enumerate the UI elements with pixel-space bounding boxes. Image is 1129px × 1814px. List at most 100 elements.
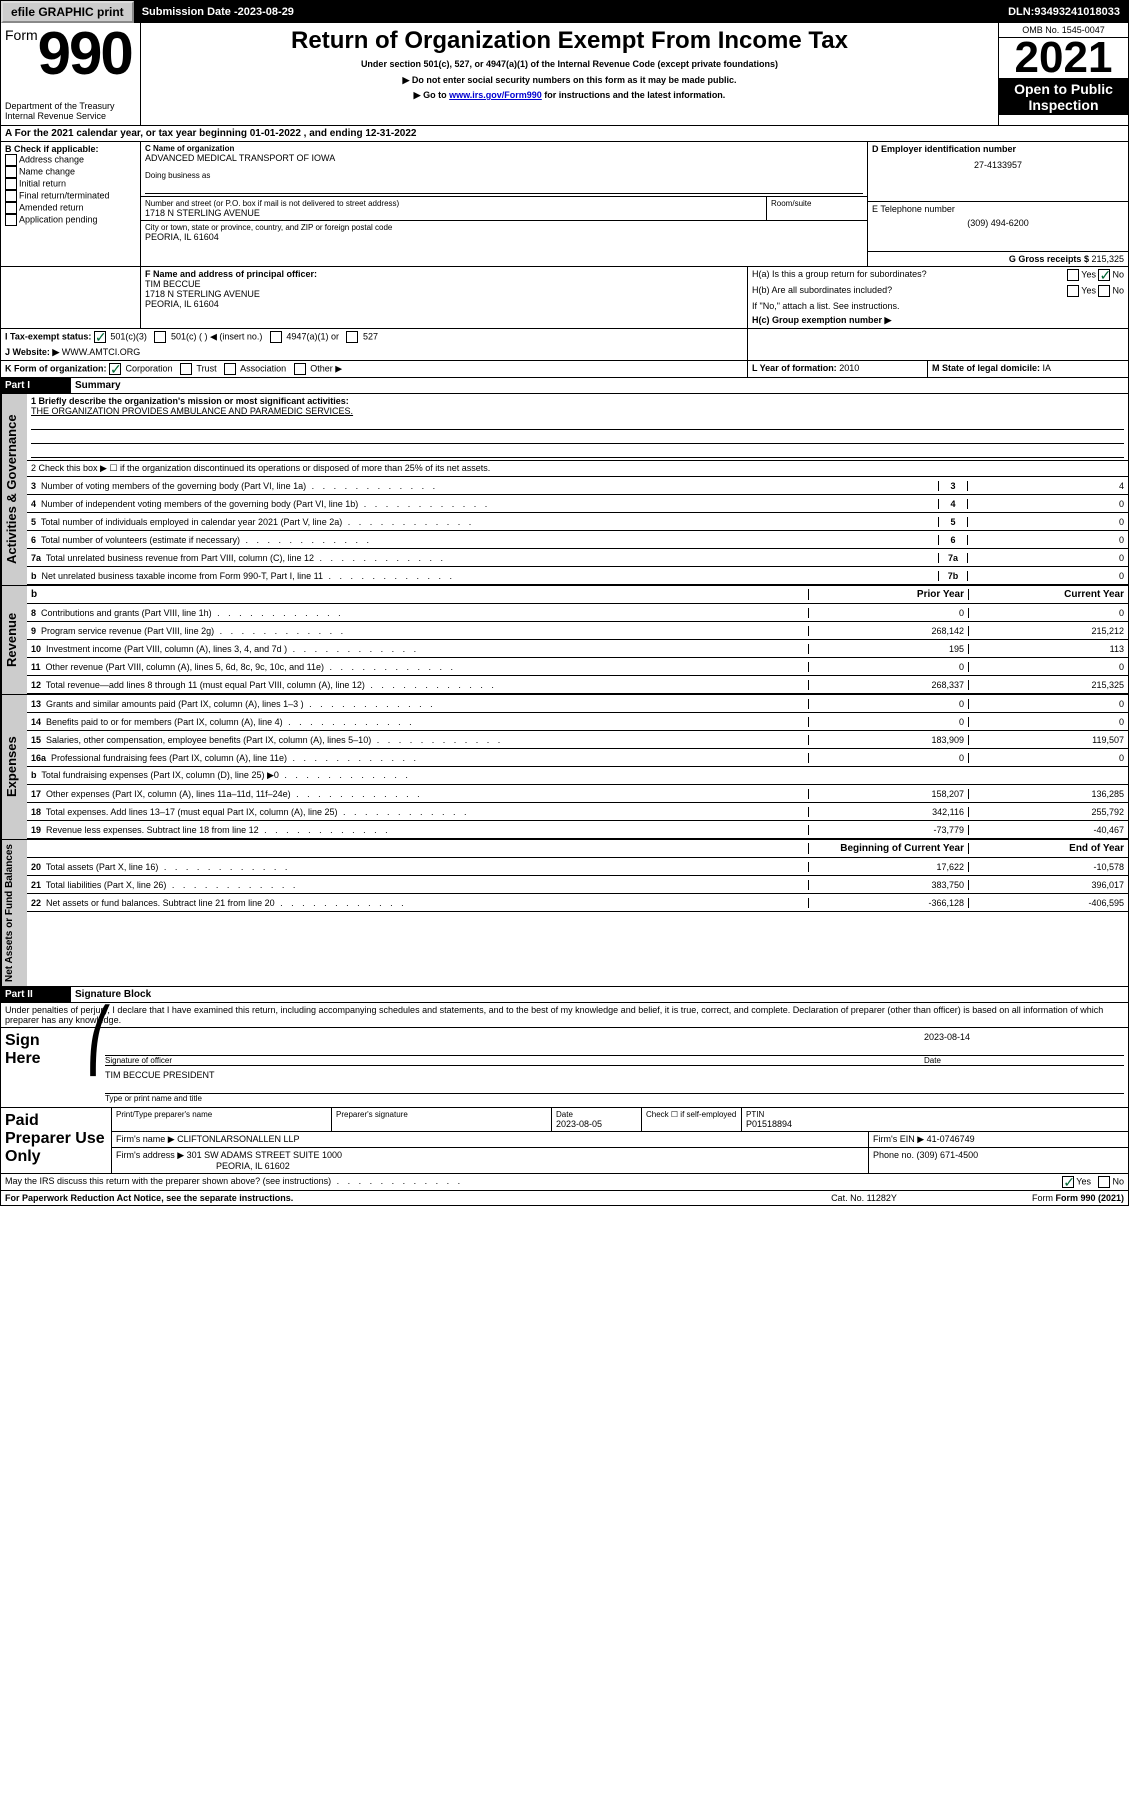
prior-value: 195	[808, 644, 968, 654]
current-value: 113	[968, 644, 1128, 654]
part2-label: Part II	[1, 987, 71, 1002]
rev-section-label: Revenue	[1, 586, 27, 694]
ein-label: D Employer identification number	[872, 144, 1124, 154]
period-a: A For the 2021 calendar year, or tax yea…	[1, 126, 1128, 142]
current-value: 0	[968, 662, 1128, 672]
current-value: -10,578	[968, 862, 1128, 872]
current-value: 0	[968, 753, 1128, 763]
prior-value: 383,750	[808, 880, 968, 890]
other-checkbox[interactable]	[294, 363, 306, 375]
current-value: 136,285	[968, 789, 1128, 799]
summary-row: 4 Number of independent voting members o…	[27, 495, 1128, 513]
4947-checkbox[interactable]	[270, 331, 282, 343]
tax-status-label: I Tax-exempt status:	[5, 331, 91, 341]
summary-row: 15 Salaries, other compensation, employe…	[27, 731, 1128, 749]
box-b-item[interactable]: Address change	[5, 154, 136, 166]
box-b-item[interactable]: Amended return	[5, 202, 136, 214]
trust-checkbox[interactable]	[180, 363, 192, 375]
form990-link[interactable]: www.irs.gov/Form990	[449, 90, 542, 100]
box-b-label: B Check if applicable:	[5, 144, 136, 154]
website-value: WWW.AMTCI.ORG	[62, 347, 141, 357]
part2-title: Signature Block	[71, 987, 155, 1002]
box-b-item[interactable]: Application pending	[5, 214, 136, 226]
prior-value: -366,128	[808, 898, 968, 908]
officer-city: PEORIA, IL 61604	[145, 299, 743, 309]
net-section-label: Net Assets or Fund Balances	[1, 840, 27, 986]
form-number: 990	[38, 20, 132, 87]
submission-date-label: Submission Date -	[142, 6, 238, 18]
prior-value: 183,909	[808, 735, 968, 745]
current-value: 0	[968, 608, 1128, 618]
b-note: b	[27, 589, 808, 600]
line1-label: 1 Briefly describe the organization's mi…	[31, 396, 1124, 406]
h-b-label: H(b) Are all subordinates included?	[752, 285, 1067, 297]
street-value: 1718 N STERLING AVENUE	[145, 208, 762, 218]
firm-phone: (309) 671-4500	[917, 1150, 979, 1160]
paid-preparer-block: Paid Preparer Use Only Print/Type prepar…	[1, 1108, 1128, 1174]
501c-checkbox[interactable]	[154, 331, 166, 343]
line-value: 0	[968, 535, 1128, 545]
h-c-label: H(c) Group exemption number ▶	[748, 313, 1128, 328]
part1-label: Part I	[1, 378, 71, 393]
sig-officer-label: Signature of officer	[105, 1056, 924, 1065]
part1-title: Summary	[71, 378, 125, 393]
current-value: -406,595	[968, 898, 1128, 908]
form-note2: ▶ Go to www.irs.gov/Form990 for instruct…	[145, 90, 994, 101]
revenue-section: Revenue b Prior Year Current Year 8 Cont…	[1, 585, 1128, 694]
part1-header: Part I Summary	[1, 378, 1128, 393]
discuss-no-checkbox[interactable]	[1098, 1176, 1110, 1188]
current-value: 119,507	[968, 735, 1128, 745]
box-b: B Check if applicable: Address changeNam…	[1, 142, 141, 266]
line-value: 4	[968, 481, 1128, 491]
summary-row: 12 Total revenue—add lines 8 through 11 …	[27, 676, 1128, 694]
footer-row: For Paperwork Reduction Act Notice, see …	[1, 1191, 1128, 1205]
city-label: City or town, state or province, country…	[145, 223, 863, 232]
officer-block: F Name and address of principal officer:…	[1, 267, 1128, 329]
net-assets-section: Net Assets or Fund Balances Beginning of…	[1, 839, 1128, 986]
firm-name-label: Firm's name ▶	[116, 1134, 177, 1144]
501c3-checkbox[interactable]	[94, 331, 106, 343]
h-b-no-checkbox[interactable]	[1098, 285, 1110, 297]
box-b-item[interactable]: Final return/terminated	[5, 190, 136, 202]
sign-here-block: Sign Here ⎛ Signature of officer 2023-08…	[1, 1028, 1128, 1108]
527-checkbox[interactable]	[346, 331, 358, 343]
end-year-header: End of Year	[968, 843, 1128, 854]
submission-date-cell: Submission Date - 2023-08-29	[134, 1, 454, 23]
summary-row: 9 Program service revenue (Part VIII, li…	[27, 622, 1128, 640]
period-end: 12-31-2022	[365, 128, 416, 139]
summary-row: 19 Revenue less expenses. Subtract line …	[27, 821, 1128, 839]
city-value: PEORIA, IL 61604	[145, 232, 863, 242]
line-number: 3	[938, 481, 968, 491]
paperwork-notice: For Paperwork Reduction Act Notice, see …	[5, 1193, 764, 1203]
domicile-label: M State of legal domicile:	[932, 363, 1043, 373]
submission-date-value: 2023-08-29	[238, 6, 294, 18]
domicile-value: IA	[1043, 363, 1052, 373]
period-begin: 01-01-2022	[250, 128, 301, 139]
summary-row: 6 Total number of volunteers (estimate i…	[27, 531, 1128, 549]
summary-row: 16a Professional fundraising fees (Part …	[27, 749, 1128, 767]
discuss-yes-checkbox[interactable]	[1062, 1176, 1074, 1188]
brace-icon: ⎛	[85, 1032, 105, 1103]
h-a-yes-checkbox[interactable]	[1067, 269, 1079, 281]
summary-row: 8 Contributions and grants (Part VIII, l…	[27, 604, 1128, 622]
h-a-no-checkbox[interactable]	[1098, 269, 1110, 281]
website-label: J Website: ▶	[5, 347, 62, 357]
box-b-item[interactable]: Initial return	[5, 178, 136, 190]
header-row: Form990 Department of the Treasury Inter…	[1, 23, 1128, 126]
summary-row: 13 Grants and similar amounts paid (Part…	[27, 695, 1128, 713]
line-number: 6	[938, 535, 968, 545]
box-b-item[interactable]: Name change	[5, 166, 136, 178]
summary-row: 18 Total expenses. Add lines 13–17 (must…	[27, 803, 1128, 821]
line1-text: THE ORGANIZATION PROVIDES AMBULANCE AND …	[31, 406, 1124, 416]
prior-value: 0	[808, 699, 968, 709]
prior-value: 0	[808, 753, 968, 763]
paid-preparer-label: Paid Preparer Use Only	[1, 1108, 111, 1173]
h-b-yes-checkbox[interactable]	[1067, 285, 1079, 297]
corp-checkbox[interactable]	[109, 363, 121, 375]
line-value: 0	[968, 499, 1128, 509]
summary-row: 21 Total liabilities (Part X, line 26)38…	[27, 876, 1128, 894]
gov-section-label: Activities & Governance	[1, 394, 27, 585]
officer-name: TIM BECCUE	[145, 279, 743, 289]
assoc-checkbox[interactable]	[224, 363, 236, 375]
form-org-label: K Form of organization:	[5, 363, 107, 373]
